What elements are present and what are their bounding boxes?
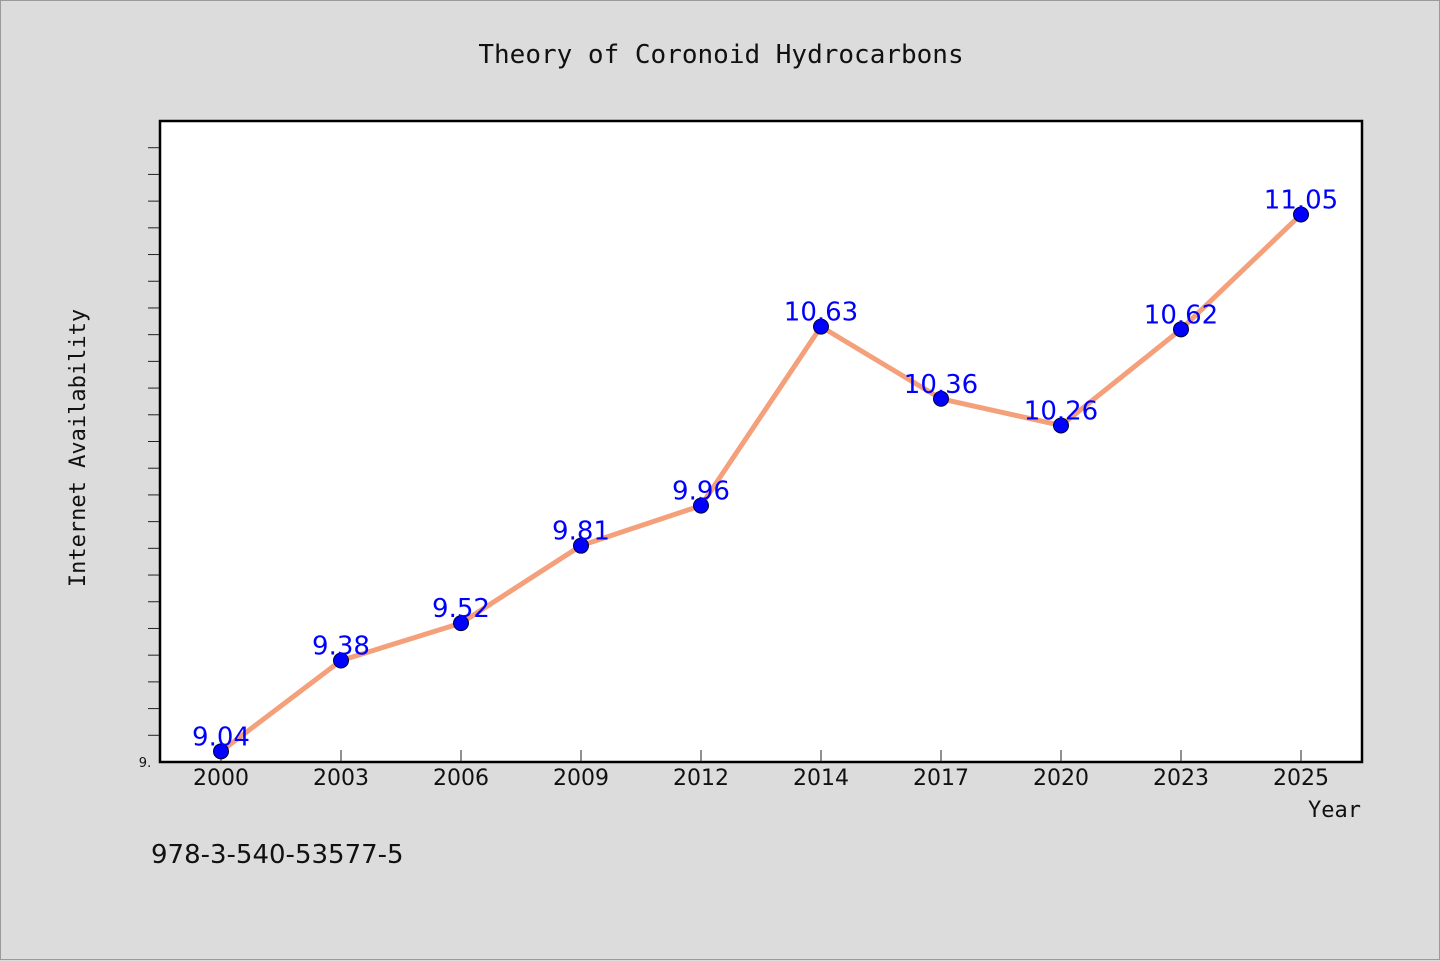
x-tick-label: 2014 (793, 766, 849, 791)
y-axis-label: Internet Availability (66, 309, 91, 587)
y-tick-label: 9. (139, 756, 151, 771)
data-label: 10.62 (1144, 300, 1218, 330)
chart-title: Theory of Coronoid Hydrocarbons (478, 40, 963, 70)
x-tick-label: 2009 (553, 766, 609, 791)
data-point (573, 537, 589, 554)
x-axis-tick-labels: 2000 2003 2006 2009 2012 2014 2017 2020 2023 2025 (193, 766, 1329, 791)
data-label: 9.04 (192, 722, 250, 752)
data-label: 10.26 (1024, 396, 1098, 426)
data-label: 9.52 (432, 594, 490, 624)
data-point (1053, 417, 1069, 434)
data-point (933, 390, 949, 407)
data-point (333, 652, 349, 669)
data-point (1173, 321, 1189, 338)
x-tick-label: 2017 (913, 766, 969, 791)
x-tick-label: 2023 (1153, 766, 1209, 791)
x-tick-label: 2020 (1033, 766, 1089, 791)
isbn-text: 978-3-540-53577-5 (151, 840, 404, 870)
data-label: 9.96 (672, 477, 730, 507)
data-label: 9.38 (312, 632, 370, 662)
x-axis-ticks (220, 750, 1302, 762)
data-point (1293, 206, 1309, 223)
data-label: 9.81 (552, 517, 610, 547)
data-point (693, 497, 709, 514)
data-point (813, 318, 829, 335)
series-line (219, 212, 1303, 754)
x-tick-label: 2003 (313, 766, 369, 791)
data-point (213, 743, 229, 760)
data-label: 10.63 (784, 298, 858, 328)
x-tick-label: 2000 (193, 766, 249, 791)
x-tick-label: 2025 (1273, 766, 1329, 791)
data-point (453, 615, 469, 632)
data-label: 10.36 (904, 370, 978, 400)
x-tick-label: 2006 (433, 766, 489, 791)
data-label: 11.05 (1264, 185, 1338, 215)
x-tick-label: 2012 (673, 766, 729, 791)
series-line-group: 9.04 9.38 9.52 9.81 9.96 10.63 10.36 10.26 10.62… (192, 185, 1338, 760)
y-axis-ticks (148, 147, 159, 736)
x-axis-label: Year (1308, 798, 1361, 823)
